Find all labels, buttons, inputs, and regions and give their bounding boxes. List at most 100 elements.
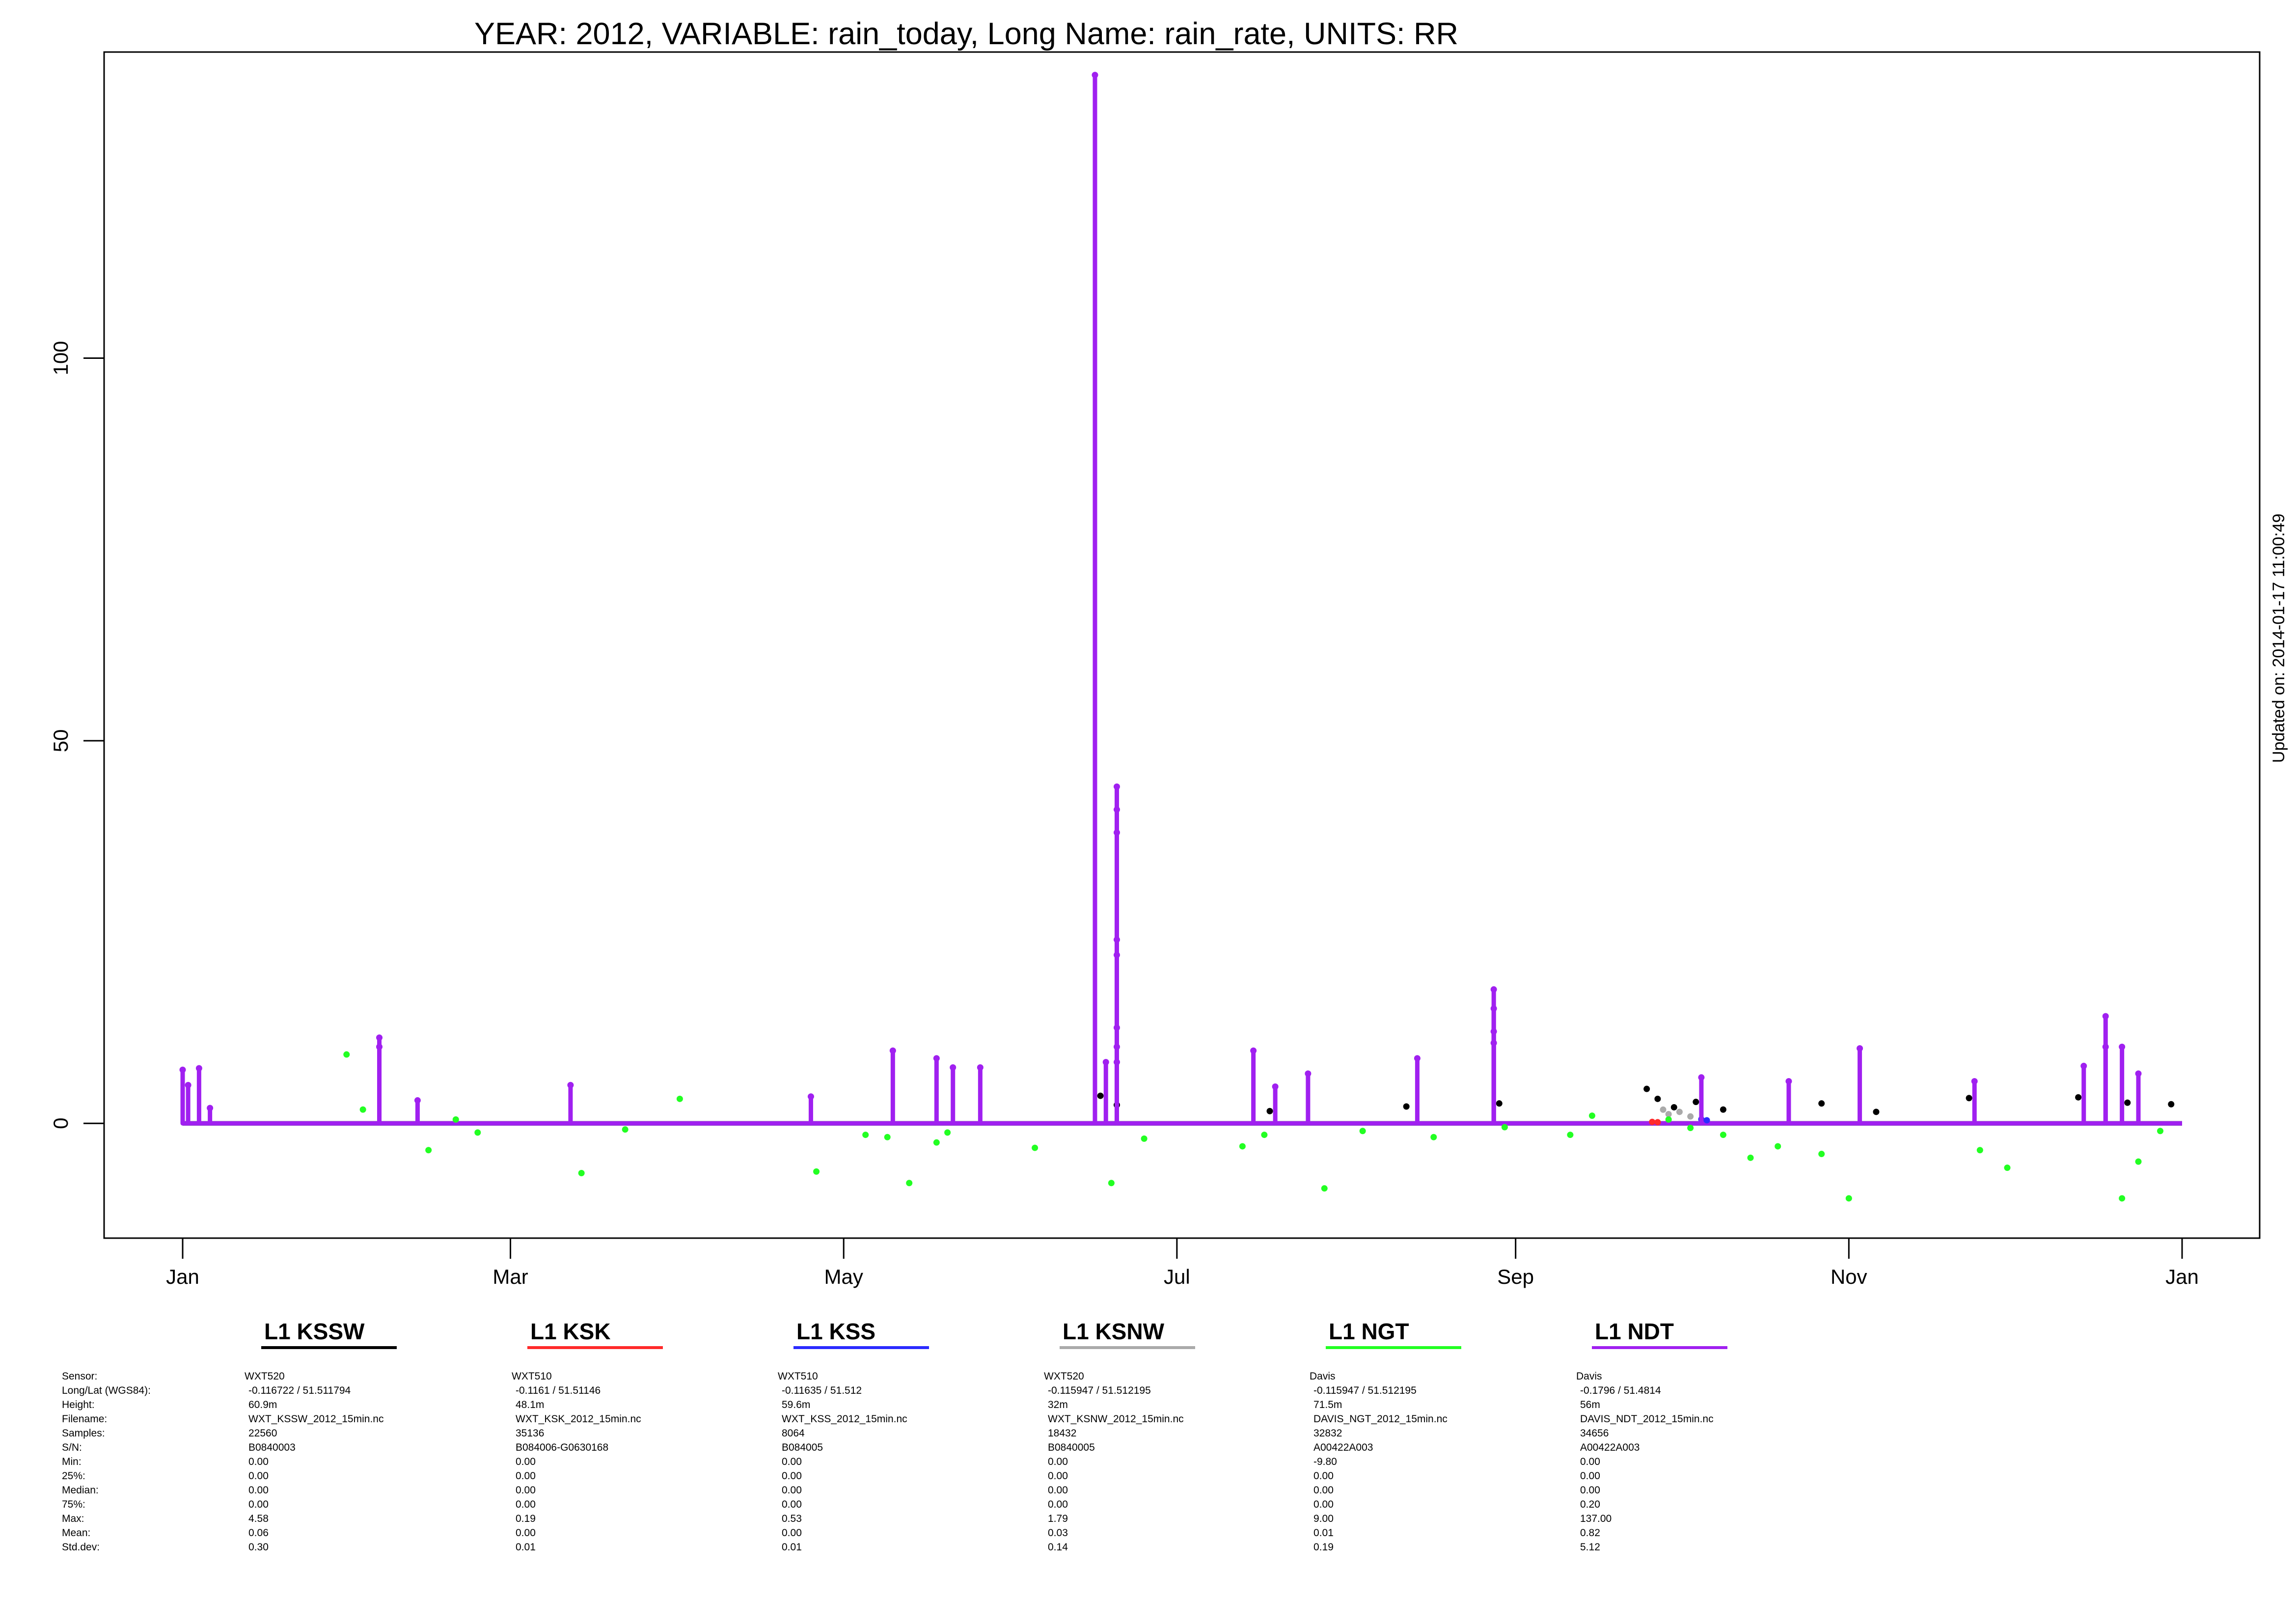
- data-point: [2124, 1099, 2131, 1106]
- data-point: [359, 1106, 366, 1113]
- data-point: [2119, 1195, 2126, 1202]
- data-point: [474, 1129, 481, 1136]
- data-point: [1670, 1104, 1677, 1110]
- legend-entry-label: L1 NGT: [1329, 1319, 1409, 1344]
- data-point: [1873, 1109, 1880, 1115]
- data-point: [1250, 1047, 1257, 1054]
- data-point: [1097, 1092, 1104, 1099]
- station-info-value: B0840003: [248, 1442, 296, 1453]
- station-info-value: 0.00: [516, 1485, 536, 1496]
- station-info-value: 0.00: [1580, 1485, 1600, 1496]
- info-row-label: Max:: [62, 1513, 84, 1524]
- station-info-value: 0.00: [516, 1470, 536, 1482]
- station-info-value: WXT520: [245, 1371, 285, 1382]
- station-info-value: 0.00: [1580, 1470, 1600, 1482]
- station-info-value: DAVIS_NGT_2012_15min.nc: [1313, 1413, 1448, 1425]
- station-info-value: 0.00: [248, 1456, 269, 1467]
- data-point: [376, 1043, 383, 1050]
- station-info-value: 4.58: [248, 1513, 269, 1524]
- data-point: [1693, 1099, 1699, 1106]
- station-info-value: A00422A003: [1580, 1442, 1640, 1453]
- station-info-value: 0.53: [782, 1513, 802, 1524]
- station-info-value: B0840005: [1048, 1442, 1095, 1453]
- station-info-value: 0.00: [1580, 1456, 1600, 1467]
- data-point: [376, 1034, 383, 1041]
- station-info-value: 0.00: [782, 1527, 802, 1539]
- station-info-value: 48.1m: [516, 1399, 544, 1410]
- info-row-label: Std.dev:: [62, 1542, 100, 1553]
- station-info-value: WXT_KSS_2012_15min.nc: [782, 1413, 907, 1425]
- data-point: [1785, 1078, 1792, 1084]
- x-tick-label: Jan: [2165, 1265, 2199, 1288]
- legend: L1 KSSW L1 KSK L1 KSS L1 KSNW L1 NGT L1 NDT: [261, 1319, 1727, 1349]
- legend-entry-label: L1 KSNW: [1063, 1319, 1165, 1344]
- station-info-value: 22560: [248, 1428, 277, 1439]
- station-info-value: 0.00: [516, 1527, 536, 1539]
- station-info-value: 32m: [1048, 1399, 1068, 1410]
- data-point: [1092, 72, 1098, 79]
- station-info-value: 0.00: [516, 1456, 536, 1467]
- station-info-value: 35136: [516, 1428, 544, 1439]
- legend-entry-label: L1 KSSW: [264, 1319, 365, 1344]
- station-info-value: WXT_KSNW_2012_15min.nc: [1048, 1413, 1184, 1425]
- data-point: [1102, 1058, 1109, 1065]
- data-point: [933, 1139, 940, 1146]
- data-point: [1698, 1074, 1705, 1081]
- info-row-label: 75%:: [62, 1499, 85, 1510]
- data-point: [1845, 1195, 1852, 1202]
- station-info-value: WXT_KSK_2012_15min.nc: [516, 1413, 641, 1425]
- data-point: [1567, 1132, 1574, 1138]
- data-point: [1687, 1113, 1694, 1120]
- station-info-value: 0.00: [248, 1470, 269, 1482]
- station-info-value: DAVIS_NDT_2012_15min.nc: [1580, 1413, 1714, 1425]
- info-row-label: Mean:: [62, 1527, 90, 1539]
- x-tick-label: Mar: [492, 1265, 528, 1288]
- data-point: [977, 1064, 984, 1071]
- data-point: [1775, 1143, 1781, 1150]
- data-point: [179, 1066, 186, 1073]
- station-info-value: Davis: [1576, 1371, 1602, 1382]
- info-row-label: Samples:: [62, 1428, 105, 1439]
- x-tick-label: Sep: [1497, 1265, 1534, 1288]
- station-info-value: 0.14: [1048, 1542, 1068, 1553]
- station-info-value: 0.00: [782, 1499, 802, 1510]
- station-info-value: 1.79: [1048, 1513, 1068, 1524]
- legend-entry-label: L1 KSS: [796, 1319, 875, 1344]
- data-point: [1818, 1151, 1825, 1158]
- data-point: [1720, 1132, 1726, 1138]
- data-point: [1857, 1045, 1863, 1052]
- data-point: [933, 1055, 940, 1062]
- station-info-value: 5.12: [1580, 1542, 1600, 1553]
- data-point: [195, 1065, 202, 1072]
- y-tick-label: 100: [49, 341, 72, 375]
- station-info-value: 71.5m: [1313, 1399, 1342, 1410]
- station-info-value: WXT520: [1044, 1371, 1084, 1382]
- data-point: [1490, 1040, 1497, 1047]
- station-info-value: 0.00: [516, 1499, 536, 1510]
- info-row-label: Min:: [62, 1456, 82, 1467]
- data-point: [813, 1168, 820, 1175]
- y-tick-label: 0: [49, 1118, 72, 1129]
- data-point: [1976, 1147, 1983, 1154]
- station-info-value: 0.01: [516, 1542, 536, 1553]
- data-point: [1496, 1100, 1503, 1107]
- data-point: [1113, 951, 1120, 958]
- info-row-label: Filename:: [62, 1413, 107, 1425]
- data-point: [1747, 1154, 1754, 1161]
- data-point: [1108, 1180, 1115, 1187]
- station-info-value: 0.06: [248, 1527, 269, 1539]
- data-point: [1665, 1116, 1672, 1123]
- station-info-value: -0.1161 / 51.51146: [516, 1385, 601, 1396]
- station-info-value: 0.00: [1313, 1485, 1334, 1496]
- station-info-value: 0.00: [1048, 1456, 1068, 1467]
- station-info-value: -9.80: [1313, 1456, 1337, 1467]
- data-point: [1966, 1095, 1972, 1102]
- data-point: [1359, 1128, 1366, 1135]
- data-point: [889, 1047, 896, 1054]
- station-info-value: B084005: [782, 1442, 823, 1453]
- data-point: [944, 1129, 951, 1136]
- data-point: [884, 1134, 891, 1140]
- data-point: [1321, 1185, 1328, 1192]
- data-point: [1665, 1110, 1672, 1117]
- station-info-value: 0.00: [248, 1499, 269, 1510]
